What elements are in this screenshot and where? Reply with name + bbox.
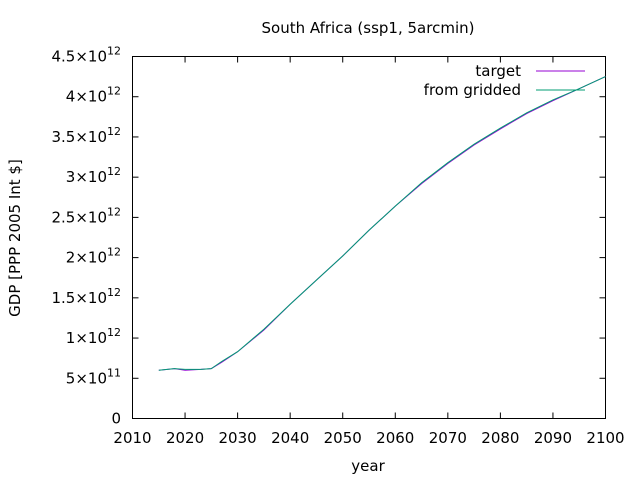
y-tick-mantissa: 4×10 <box>66 88 107 106</box>
y-tick-mantissa: 1.5×10 <box>51 289 107 307</box>
y-tick-label: 2×1012 <box>66 246 121 267</box>
x-tick-label: 2030 <box>219 429 257 447</box>
y-tick-mantissa: 3×10 <box>66 168 107 186</box>
series-line-1 <box>158 76 606 371</box>
y-tick-labels: 05×10111×10121.5×10122×10122.5×10123×101… <box>51 45 121 428</box>
y-tick-label: 5×1011 <box>66 366 121 387</box>
y-tick-label: 4×1012 <box>66 85 121 106</box>
x-tick-label: 2080 <box>481 429 519 447</box>
y-tick-label: 1×1012 <box>66 326 121 347</box>
x-tick-label: 2070 <box>429 429 467 447</box>
chart-title: South Africa (ssp1, 5arcmin) <box>262 19 475 37</box>
y-tick-mantissa: 3.5×10 <box>51 128 107 146</box>
y-tick-label: 3×1012 <box>66 165 121 186</box>
y-tick-mantissa: 0 <box>111 410 121 428</box>
y-tick-label: 3.5×1012 <box>51 125 121 146</box>
plot-frame <box>132 56 606 419</box>
x-tick-label: 2100 <box>586 429 624 447</box>
x-tick-label: 2050 <box>324 429 362 447</box>
y-tick-label: 2.5×1012 <box>51 205 121 226</box>
y-tick-exponent: 11 <box>107 366 121 379</box>
legend-label-0: target <box>475 62 521 80</box>
x-tick-label: 2020 <box>166 429 204 447</box>
y-tick-exponent: 12 <box>107 125 121 138</box>
x-tick-label: 2060 <box>376 429 414 447</box>
y-tick-exponent: 12 <box>107 205 121 218</box>
x-tick-label: 2040 <box>271 429 309 447</box>
legend-label-1: from gridded <box>424 81 521 99</box>
y-tick-mantissa: 2×10 <box>66 249 107 267</box>
series-line-0 <box>158 76 606 371</box>
y-tick-label: 4.5×1012 <box>51 45 121 66</box>
y-tick-label: 1.5×1012 <box>51 286 121 307</box>
y-tick-mantissa: 1×10 <box>66 329 107 347</box>
y-tick-exponent: 12 <box>107 286 121 299</box>
y-tick-exponent: 12 <box>107 326 121 339</box>
y-tick-mantissa: 5×10 <box>66 369 107 387</box>
y-tick-exponent: 12 <box>107 246 121 259</box>
y-tick-exponent: 12 <box>107 45 121 58</box>
y-tick-exponent: 12 <box>107 85 121 98</box>
y-tick-mantissa: 4.5×10 <box>51 48 107 66</box>
y-axis-label: GDP [PPP 2005 Int $] <box>6 159 24 317</box>
x-tick-labels: 2010 2020 2030 2040 2050 2060 2070 2080 2090 2100 <box>113 429 624 447</box>
y-tick-label: 0 <box>111 410 121 428</box>
series-lines <box>158 76 606 371</box>
x-axis-label: year <box>351 457 385 475</box>
x-tick-label: 2010 <box>113 429 151 447</box>
axis-ticks <box>132 56 606 419</box>
y-tick-mantissa: 2.5×10 <box>51 208 107 226</box>
y-tick-exponent: 12 <box>107 165 121 178</box>
x-tick-label: 2090 <box>534 429 572 447</box>
